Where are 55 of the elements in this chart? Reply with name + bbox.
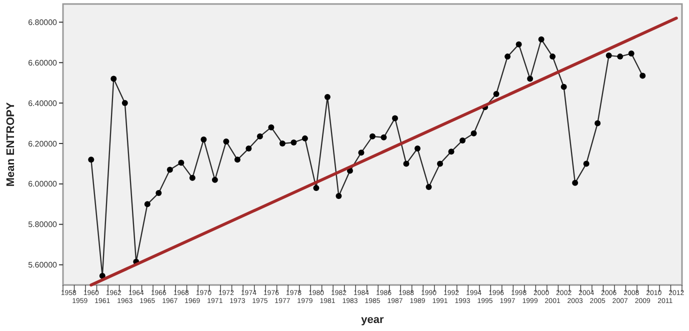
point xyxy=(200,136,207,142)
point xyxy=(628,50,634,57)
point xyxy=(414,146,421,152)
point xyxy=(426,184,432,190)
point xyxy=(110,76,117,82)
point xyxy=(189,174,196,181)
x-axis-title: year xyxy=(361,314,385,326)
y-tick-label: 6.00000 xyxy=(28,180,58,189)
point xyxy=(324,94,330,100)
point xyxy=(437,160,444,167)
point xyxy=(144,201,150,208)
point xyxy=(279,140,286,146)
point xyxy=(392,115,398,122)
point xyxy=(448,148,454,155)
point xyxy=(290,139,297,146)
point xyxy=(212,176,218,183)
point xyxy=(583,160,590,167)
point xyxy=(572,180,578,186)
y-tick-label: 6.40000 xyxy=(28,98,58,108)
point xyxy=(223,138,230,144)
point xyxy=(156,190,162,196)
point xyxy=(122,100,128,106)
point xyxy=(527,76,534,82)
point xyxy=(516,41,522,48)
y-tick-label: 5.60000 xyxy=(28,260,58,270)
point xyxy=(256,133,263,140)
y-axis-title: Mean ENTROPY xyxy=(5,102,17,187)
point xyxy=(594,120,601,126)
point xyxy=(380,134,387,140)
point xyxy=(606,52,612,59)
point xyxy=(460,137,466,144)
point xyxy=(178,160,184,166)
point xyxy=(493,90,500,97)
point xyxy=(538,36,544,42)
point xyxy=(560,84,567,90)
y-tick-label: 5.80000 xyxy=(28,220,58,230)
point xyxy=(302,135,308,142)
y-tick-label: 6.20000 xyxy=(28,139,58,148)
point xyxy=(246,146,252,152)
point xyxy=(268,124,274,130)
point xyxy=(313,184,320,191)
y-tick-label: 6.80000 xyxy=(28,18,58,27)
point xyxy=(370,133,376,140)
point xyxy=(166,166,173,173)
point xyxy=(640,72,646,79)
point xyxy=(504,54,511,60)
y-tick-label: 6.60000 xyxy=(28,58,58,68)
point xyxy=(617,54,624,60)
point xyxy=(234,156,240,163)
point xyxy=(88,156,94,163)
point xyxy=(550,54,556,60)
point xyxy=(403,160,410,167)
point xyxy=(470,130,477,136)
point xyxy=(358,150,364,156)
point xyxy=(336,193,342,200)
